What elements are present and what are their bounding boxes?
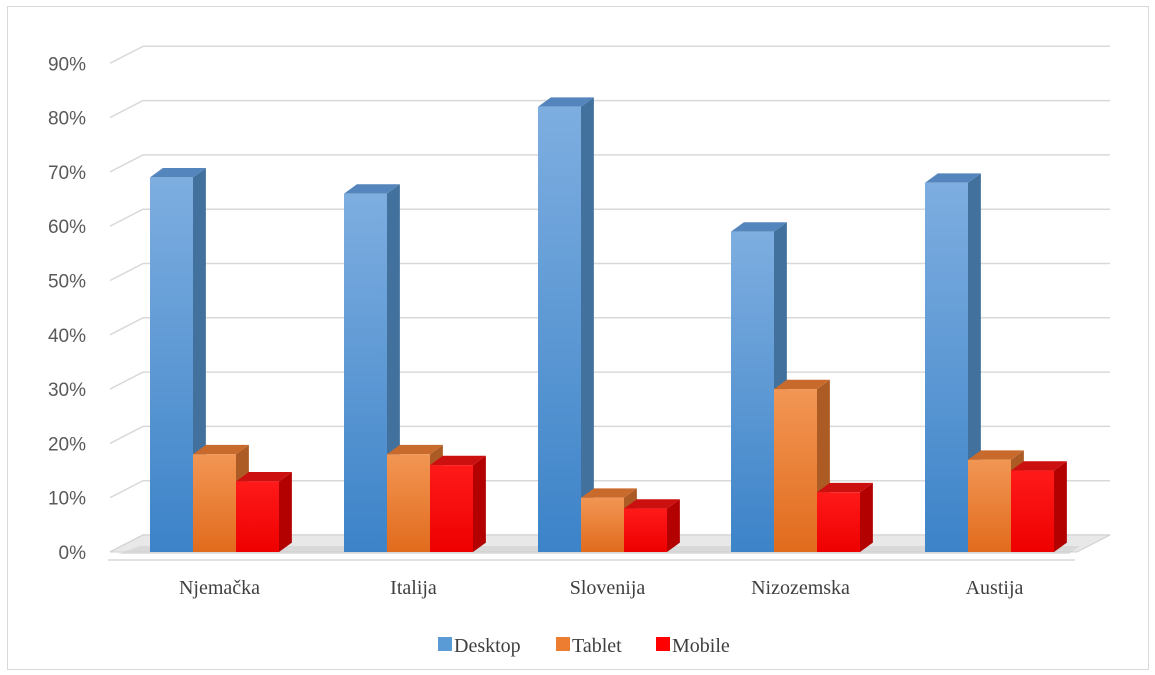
bar-side [1054, 461, 1067, 552]
x-category-label: Nizozemska [751, 577, 850, 599]
bar-top [968, 450, 1024, 460]
bar-desktop-4 [925, 173, 981, 552]
bar-top [150, 167, 206, 178]
bar-top [430, 455, 486, 466]
gridline-side [109, 208, 144, 227]
bar-top [581, 488, 637, 498]
bar-mobile-1 [430, 455, 486, 552]
bar-top [344, 184, 400, 194]
gridline-side [109, 154, 144, 173]
x-axis-categories: Njemačka Italija Slovenija Nizozemska Austij… [179, 577, 1024, 599]
bar-mobile-4 [1011, 461, 1067, 552]
bar-mobile-3 [817, 482, 873, 552]
bar-front [925, 182, 968, 552]
gridline-side [109, 371, 144, 390]
bar-top [817, 482, 873, 493]
bar-front [774, 389, 817, 552]
gridline-side [109, 480, 144, 499]
gridline-side [109, 317, 144, 336]
bar-top [538, 97, 594, 107]
x-category-label: Italija [390, 577, 437, 599]
y-tick-label: 90% [48, 54, 86, 75]
y-tick-label: 80% [48, 109, 86, 130]
bar-top [193, 444, 249, 455]
legend-item-desktop: Desktop [438, 635, 521, 657]
legend-swatch-desktop [438, 637, 452, 651]
gridline-side [109, 425, 144, 445]
bar-front [624, 508, 667, 552]
bar-top [1011, 461, 1067, 471]
legend-swatch-mobile [656, 637, 670, 651]
y-tick-label: 0% [59, 543, 87, 564]
y-tick-label: 20% [48, 434, 86, 455]
y-tick-label: 10% [48, 489, 86, 510]
bar-front [538, 106, 581, 553]
bar-front [150, 177, 193, 552]
x-category-label: Slovenija [570, 577, 646, 599]
legend-item-tablet: Tablet [556, 635, 622, 657]
bar-side [667, 499, 680, 552]
y-axis-ticks: 0% 10% 20% 30% 40% 50% 60% 70% 80% 90% [48, 54, 86, 564]
x-category-label: Austija [966, 577, 1024, 599]
x-category-label: Njemačka [179, 577, 260, 599]
legend-swatch-tablet [556, 637, 570, 651]
bar-front [387, 454, 430, 552]
bar-top [774, 379, 830, 390]
bar-front [1011, 470, 1054, 552]
bars [150, 97, 1067, 553]
bar-side [279, 472, 292, 552]
bar-front [344, 193, 387, 552]
bar-top [731, 222, 787, 232]
legend-label: Desktop [454, 635, 521, 657]
gridline-side [109, 262, 144, 282]
bar-desktop-2 [538, 97, 594, 553]
bar-front [236, 481, 279, 552]
y-tick-label: 30% [48, 380, 86, 401]
bar-front [430, 465, 473, 552]
y-tick-label: 60% [48, 217, 86, 238]
bar-side [473, 455, 486, 552]
bar-top [236, 472, 292, 482]
bar-front [968, 459, 1011, 552]
y-tick-label: 70% [48, 163, 86, 184]
bar-top [624, 499, 680, 509]
legend-item-mobile: Mobile [656, 635, 730, 657]
y-tick-label: 40% [48, 326, 86, 347]
bar-side [581, 97, 594, 552]
bar-front [193, 454, 236, 552]
bar-front [581, 497, 624, 552]
bar-top [387, 444, 443, 455]
bar-side [860, 482, 873, 552]
bar-mobile-0 [236, 472, 292, 552]
bar-tablet-0 [193, 444, 249, 552]
gridline-side [109, 45, 144, 64]
bar-mobile-2 [624, 499, 680, 552]
legend-label: Tablet [572, 635, 622, 657]
y-tick-label: 50% [48, 272, 86, 293]
bar-front [817, 492, 860, 552]
gridline-side [109, 99, 144, 119]
bar-front [731, 231, 774, 552]
bar-top [925, 173, 981, 183]
legend-label: Mobile [672, 635, 730, 657]
legend: Desktop Tablet Mobile [438, 635, 730, 657]
